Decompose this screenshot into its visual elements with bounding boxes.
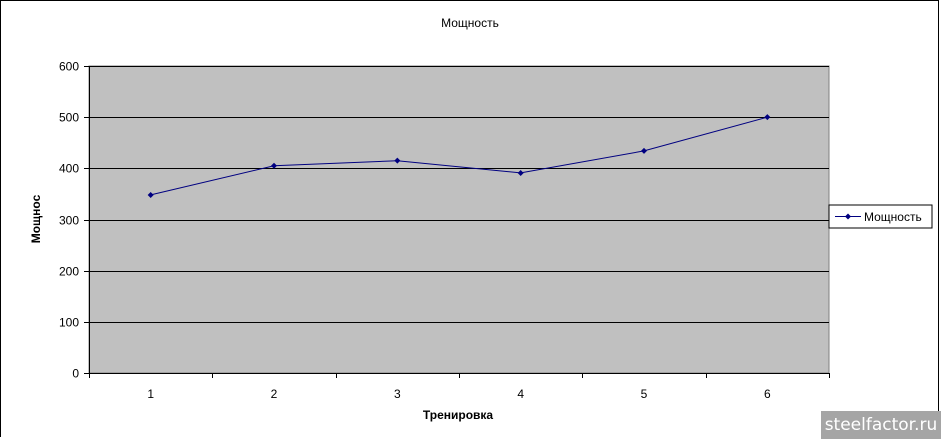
data-point bbox=[147, 191, 154, 198]
series-line bbox=[150, 116, 768, 196]
y-tick-label: 600 bbox=[59, 60, 79, 74]
y-tick-label: 300 bbox=[59, 214, 79, 228]
y-tick-label: 500 bbox=[59, 111, 79, 125]
x-tick-label: 5 bbox=[641, 387, 648, 401]
x-tick-label: 6 bbox=[764, 387, 771, 401]
y-axis-label: Мощнос bbox=[29, 194, 43, 243]
x-axis-label: Тренировка bbox=[423, 408, 494, 422]
x-tick-label: 1 bbox=[147, 387, 154, 401]
data-point bbox=[271, 162, 277, 169]
x-tick-label: 2 bbox=[271, 387, 278, 401]
legend-marker bbox=[845, 213, 851, 220]
y-tick-label: 200 bbox=[59, 265, 79, 279]
data-point bbox=[764, 114, 771, 121]
data-point bbox=[394, 157, 401, 164]
plot-area bbox=[88, 65, 830, 374]
watermark: steelfactor.ru bbox=[821, 411, 941, 439]
y-tick-label: 0 bbox=[72, 367, 79, 381]
data-point bbox=[517, 169, 524, 176]
chart-title: Мощность bbox=[441, 16, 499, 30]
x-tick-label: 4 bbox=[517, 387, 524, 401]
legend: Мощность bbox=[828, 204, 933, 229]
y-tick-label: 400 bbox=[59, 162, 79, 176]
legend-box bbox=[828, 204, 933, 229]
x-tick-label: 3 bbox=[394, 387, 401, 401]
data-point bbox=[641, 147, 647, 154]
y-tick-label: 100 bbox=[59, 316, 79, 330]
legend-entry: Мощность bbox=[864, 210, 922, 224]
